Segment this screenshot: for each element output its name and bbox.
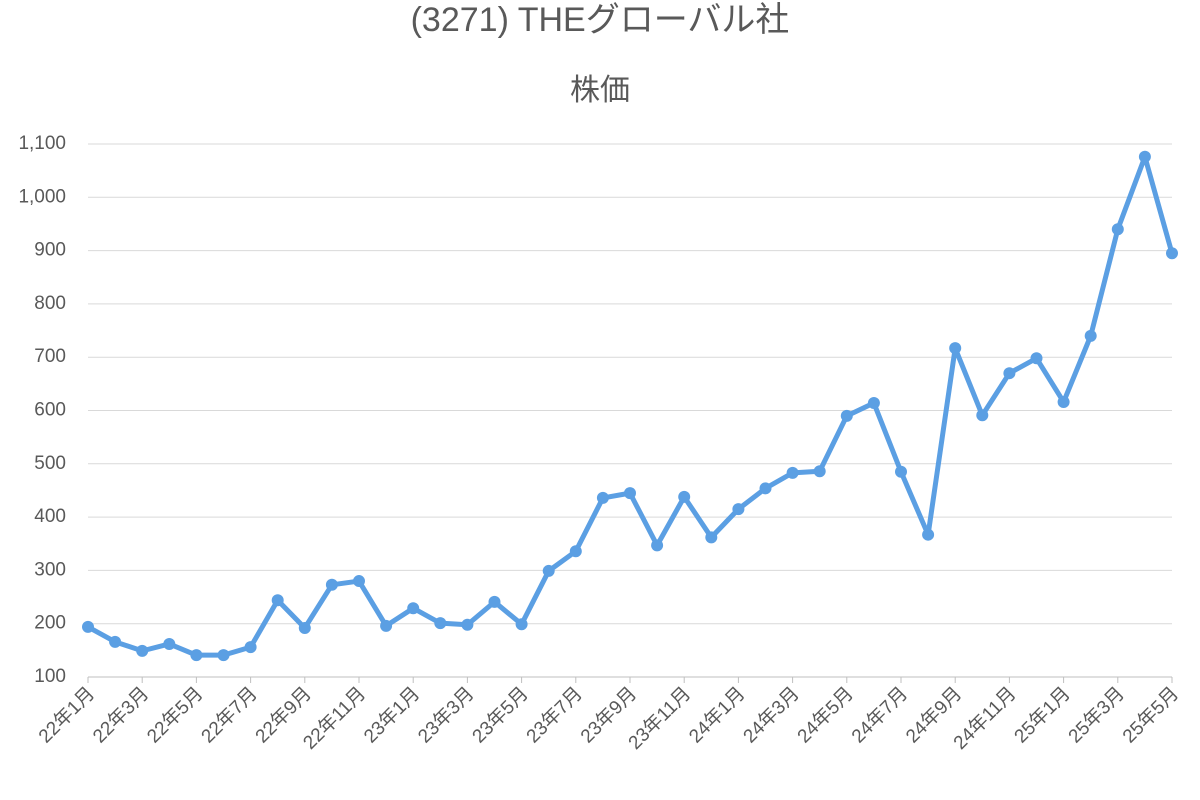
price-line bbox=[86, 154, 1175, 658]
y-tick-label: 100 bbox=[34, 666, 66, 687]
point bbox=[109, 635, 122, 648]
point bbox=[1003, 367, 1016, 380]
point bbox=[515, 618, 528, 631]
point bbox=[325, 578, 338, 591]
y-tick-label: 700 bbox=[34, 346, 66, 367]
point bbox=[82, 620, 94, 633]
point bbox=[380, 619, 393, 632]
point bbox=[867, 397, 880, 410]
point bbox=[488, 595, 501, 608]
y-tick-label: 1,100 bbox=[18, 133, 66, 154]
point bbox=[759, 482, 772, 495]
y-tick-label: 1,000 bbox=[18, 186, 66, 207]
point bbox=[651, 539, 664, 552]
x-tick-label: 22年7月 bbox=[197, 683, 262, 748]
point bbox=[732, 503, 745, 516]
x-tick-label: 22年3月 bbox=[88, 683, 153, 748]
point bbox=[596, 491, 609, 504]
point bbox=[1030, 352, 1043, 365]
point bbox=[1138, 150, 1151, 163]
y-tick-label: 600 bbox=[34, 400, 66, 421]
x-tick-label: 23年5月 bbox=[468, 683, 533, 748]
y-tick-label: 500 bbox=[34, 453, 66, 474]
point bbox=[542, 564, 555, 577]
point bbox=[163, 637, 176, 650]
y-tick-label: 200 bbox=[34, 613, 66, 634]
x-tick-label: 24年1月 bbox=[685, 683, 750, 748]
y-tick-label: 300 bbox=[34, 559, 66, 580]
point bbox=[895, 465, 907, 478]
point bbox=[298, 621, 311, 634]
point bbox=[1057, 395, 1070, 408]
point bbox=[1111, 223, 1124, 236]
point bbox=[786, 466, 799, 479]
x-tick-label: 24年7月 bbox=[847, 683, 912, 748]
point bbox=[569, 545, 582, 558]
point bbox=[244, 641, 257, 654]
point bbox=[353, 575, 365, 588]
chart-subtitle: 株価 bbox=[570, 74, 630, 107]
x-tick-label: 25年1月 bbox=[1010, 683, 1075, 748]
point bbox=[136, 644, 149, 657]
point bbox=[624, 487, 636, 500]
x-tick-label: 23年3月 bbox=[414, 683, 479, 748]
x-tick-label: 22年1月 bbox=[34, 683, 99, 748]
point bbox=[949, 342, 962, 355]
point bbox=[434, 617, 447, 630]
y-tick-label: 900 bbox=[34, 240, 66, 261]
point bbox=[976, 409, 989, 422]
chart-title: (3271) THEグローバル社 bbox=[411, 1, 790, 39]
point bbox=[840, 409, 853, 422]
y-tick-label: 400 bbox=[34, 506, 66, 527]
point bbox=[922, 528, 935, 541]
point bbox=[705, 531, 718, 544]
y-tick-label: 800 bbox=[34, 293, 66, 314]
point bbox=[1166, 247, 1178, 260]
point bbox=[190, 649, 203, 662]
x-tick-label: 23年7月 bbox=[522, 683, 587, 748]
point bbox=[1084, 329, 1097, 342]
x-tick-label: 24年5月 bbox=[793, 683, 858, 748]
x-tick-label: 25年3月 bbox=[1064, 683, 1129, 748]
x-tick-label: 23年1月 bbox=[359, 683, 424, 748]
x-tick-label: 24年3月 bbox=[739, 683, 804, 748]
point bbox=[813, 465, 826, 478]
x-tick-label: 25年5月 bbox=[1118, 683, 1183, 748]
point bbox=[407, 602, 420, 615]
point bbox=[271, 594, 284, 607]
point bbox=[461, 618, 474, 631]
point bbox=[217, 649, 230, 662]
point bbox=[678, 490, 691, 503]
x-tick-label: 22年5月 bbox=[143, 683, 208, 748]
